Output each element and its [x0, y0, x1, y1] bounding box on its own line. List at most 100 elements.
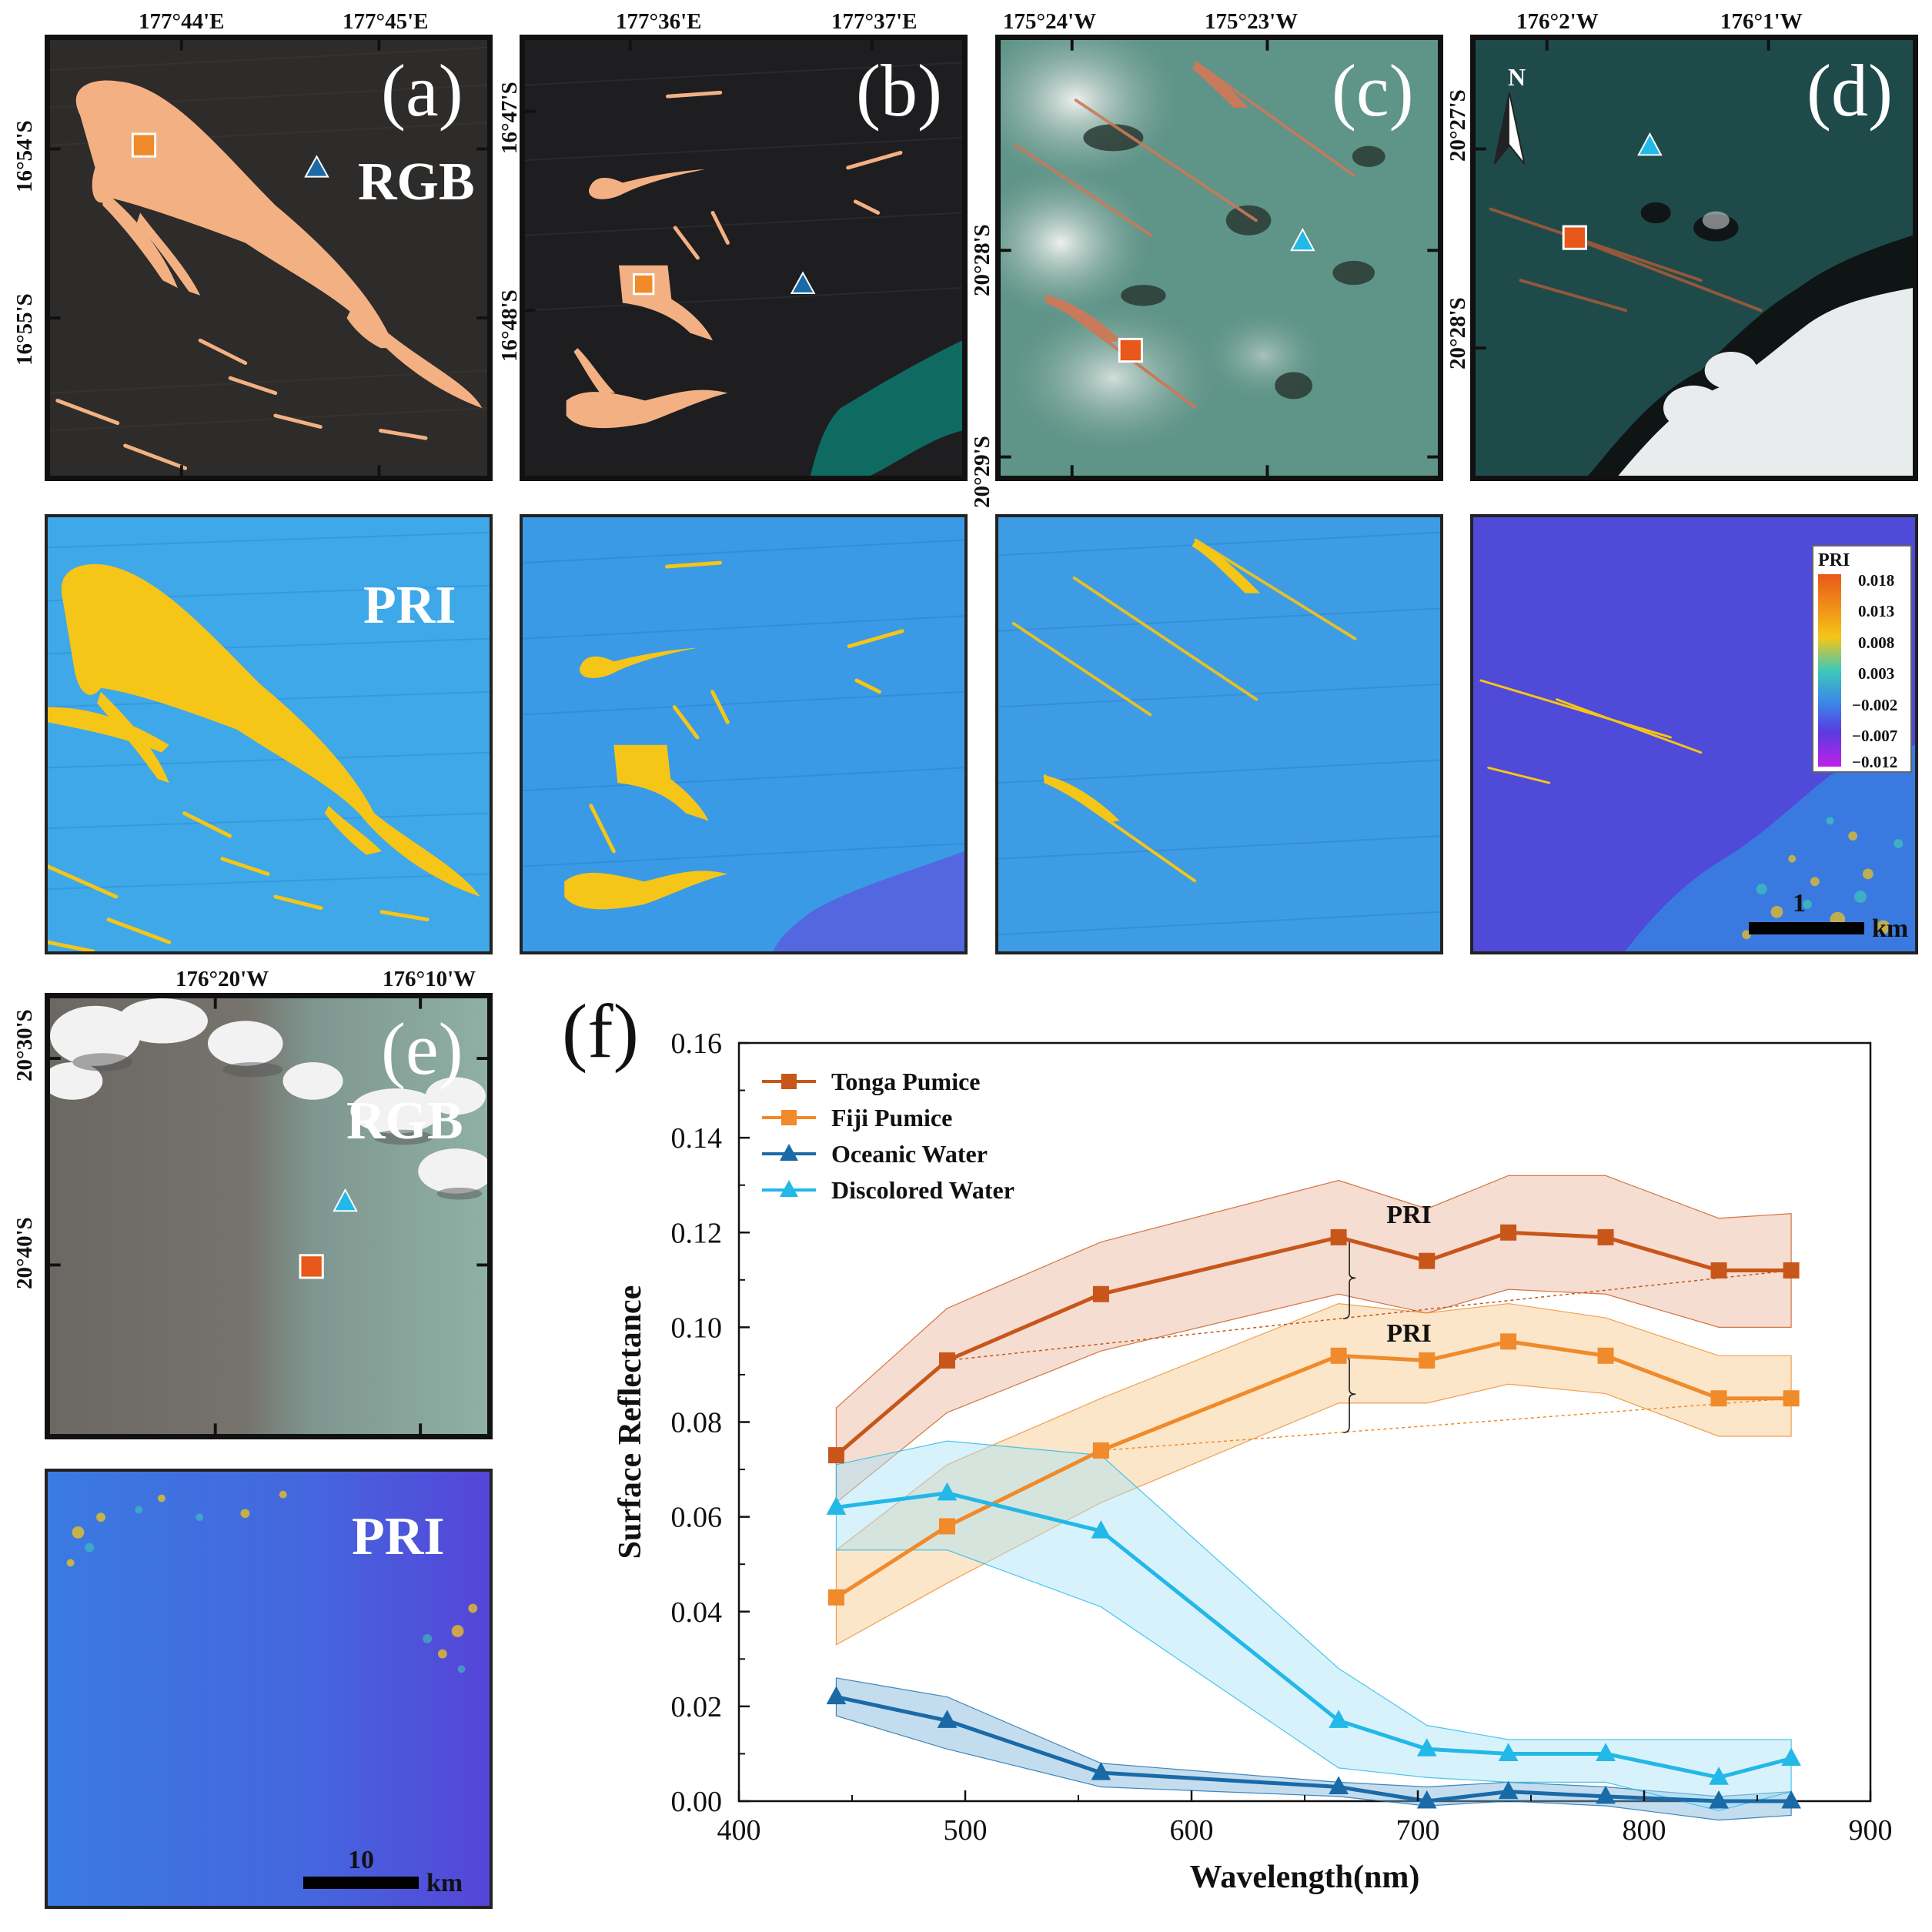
legend-marker [781, 1074, 797, 1089]
panel-c-pri [995, 514, 1443, 954]
y-tick-label: 0.16 [671, 1028, 723, 1060]
point-oceanic-water [826, 1686, 847, 1705]
point-tonga-pumice [1500, 1224, 1517, 1241]
colorbar-tick: 0.003 [1858, 664, 1895, 683]
x-tick-label: 400 [717, 1814, 761, 1847]
x-tick-label: 500 [944, 1814, 988, 1847]
x-tick-label: 600 [1170, 1814, 1214, 1847]
panel-a-pri: PRI [45, 514, 493, 954]
point-oceanic-water [1091, 1762, 1111, 1780]
panel-b-image [525, 40, 962, 476]
lon-tick: 175°24'W [1003, 9, 1097, 34]
point-oceanic-water [1781, 1790, 1801, 1809]
pri-annotation: PRI [1386, 1201, 1432, 1229]
lon-tick: 177°36'E [616, 9, 702, 34]
panel-label: (e) [381, 1008, 463, 1090]
x-tick-label: 800 [1623, 1814, 1666, 1847]
lon-tick: 176°2'W [1516, 9, 1599, 34]
point-tonga-pumice [1783, 1262, 1800, 1279]
colorbar: PRI 0.018 0.013 0.008 0.003 −0.002 −0.00… [1812, 545, 1912, 773]
point-discolored-water [937, 1482, 958, 1501]
x-axis-title: Wavelength(nm) [1190, 1860, 1420, 1895]
lat-tick: 16°48'S [497, 289, 522, 362]
point-oceanic-water [937, 1710, 958, 1728]
lon-tick: 175°23'W [1205, 9, 1299, 34]
point-fiji-pumice [1597, 1347, 1614, 1364]
y-axis-title: Surface Reflectance [613, 1285, 648, 1559]
reflectance-chart: PRI PRI 400 500 600 700 800 900 0.00 0.02 0.04 0.06… [613, 1028, 1893, 1895]
panel-b-pri [520, 514, 968, 954]
panel-e-pri-image [48, 1472, 490, 1906]
lat-tick: 20°28'S [1446, 297, 1470, 369]
lon-tick: 176°10'W [383, 967, 476, 991]
y-tick-label: 0.14 [671, 1122, 723, 1155]
colorbar-tick: −0.007 [1852, 727, 1898, 745]
point-tonga-pumice [1419, 1252, 1436, 1269]
scale-bar [1749, 922, 1864, 934]
legend-marker [781, 1110, 797, 1125]
colorbar-gradient [1818, 574, 1841, 767]
colorbar-tick: −0.002 [1852, 696, 1898, 714]
mode-label: PRI [363, 576, 456, 635]
panel-a-image [50, 40, 487, 476]
panel-e-rgb: (e) RGB [45, 993, 493, 1439]
point-fiji-pumice [827, 1589, 844, 1606]
colorbar-title: PRI [1818, 550, 1850, 570]
north-arrow-label: N [1508, 63, 1526, 91]
legend-label: Discolored Water [831, 1176, 1014, 1204]
point-fiji-pumice [1500, 1333, 1517, 1350]
scale-bar-value: 1 [1793, 889, 1806, 918]
panel-d-image [1476, 40, 1913, 476]
point-oceanic-water [1416, 1790, 1437, 1809]
band-fiji-pumice [835, 1302, 1792, 1646]
point-fiji-pumice [938, 1518, 955, 1535]
y-tick-label: 0.02 [671, 1691, 723, 1723]
y-tick-label: 0.12 [671, 1217, 723, 1249]
point-discolored-water [1416, 1738, 1437, 1757]
x-tick-label: 900 [1849, 1814, 1893, 1847]
pri-annotation: PRI [1386, 1319, 1432, 1348]
pri-brace [1343, 1355, 1356, 1433]
panel-label: (a) [381, 49, 463, 132]
lat-tick: 20°30'S [12, 1009, 37, 1081]
lat-tick: 20°29'S [970, 436, 994, 508]
band-tonga-pumice [835, 1175, 1792, 1504]
colorbar-tick: −0.012 [1852, 753, 1898, 771]
point-tonga-pumice [827, 1447, 844, 1464]
panel-d-rgb: (d) N [1470, 35, 1918, 481]
scale-bar [303, 1877, 419, 1889]
panel-c-image [1001, 40, 1438, 476]
y-tick-label: 0.10 [671, 1312, 723, 1344]
point-tonga-pumice [938, 1352, 955, 1369]
lon-tick: 177°37'E [831, 9, 918, 34]
point-fiji-pumice [1330, 1347, 1347, 1364]
lon-tick: 177°44'E [139, 9, 225, 34]
panel-e-pri: PRI 10 km [45, 1469, 493, 1909]
mode-label: PRI [352, 1507, 445, 1566]
lat-tick: 20°27'S [1446, 89, 1470, 162]
panel-a-rgb: (a) RGB [45, 35, 493, 481]
point-oceanic-water [1498, 1780, 1519, 1800]
panel-label: (d) [1807, 49, 1893, 132]
legend-label: Oceanic Water [831, 1140, 988, 1168]
point-oceanic-water [1329, 1776, 1349, 1795]
point-fiji-pumice [1419, 1352, 1436, 1369]
point-oceanic-water [1596, 1785, 1616, 1804]
point-tonga-pumice [1092, 1285, 1109, 1302]
pri-baseline [1101, 1397, 1792, 1452]
y-tick-label: 0.06 [671, 1502, 723, 1534]
panel-c-pri-image [998, 517, 1440, 951]
panel-a-pri-image [48, 517, 490, 951]
y-tick-label: 0.08 [671, 1407, 723, 1439]
colorbar-tick: 0.008 [1858, 633, 1895, 652]
lat-tick: 20°28'S [970, 224, 994, 296]
panel-label: (c) [1332, 49, 1414, 132]
legend-label: Fiji Pumice [831, 1104, 952, 1131]
point-fiji-pumice [1710, 1390, 1727, 1407]
point-tonga-pumice [1710, 1262, 1727, 1279]
point-discolored-water [1091, 1520, 1111, 1539]
lon-tick: 176°1'W [1720, 9, 1803, 34]
x-tick-label: 700 [1396, 1814, 1440, 1847]
y-tick-label: 0.00 [671, 1786, 723, 1818]
panel-f-label: (f) [562, 988, 639, 1074]
